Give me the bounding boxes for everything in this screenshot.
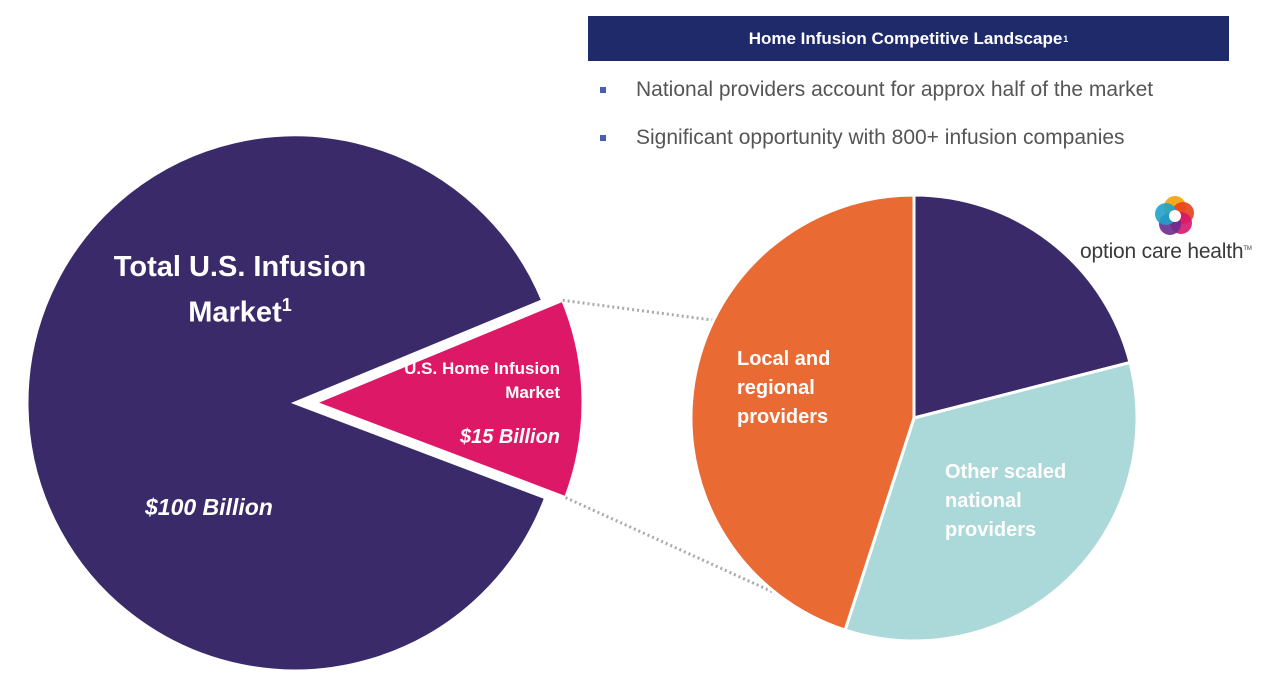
home-infusion-slice: [310, 298, 585, 500]
landscape-header: Home Infusion Competitive Landscape 1: [588, 16, 1229, 61]
local-regional-slice: [689, 193, 916, 632]
option-care-flower-icon: [1155, 196, 1194, 235]
connector-top-line: [562, 298, 714, 322]
competitive-landscape-pie: [689, 193, 1139, 643]
landscape-bullet-list: National providers account for approx ha…: [600, 66, 1153, 162]
bullet-item: Significant opportunity with 800+ infusi…: [600, 114, 1153, 162]
total-market-slice: [25, 133, 548, 673]
total-market-pie: [25, 133, 585, 673]
square-bullet-icon: [600, 135, 606, 141]
connector-bottom-line: [564, 496, 778, 596]
bullet-item: National providers account for approx ha…: [600, 66, 1153, 114]
logo-text: option care health: [1080, 240, 1244, 263]
option-care-health-logo: option care healthTM: [1080, 192, 1270, 272]
total-market-label: Total U.S. Infusion Market1: [60, 248, 420, 332]
pie-connector-lines: [562, 298, 778, 596]
home-infusion-value: $15 Billion: [459, 426, 560, 448]
other-national-label: Other scaled national providers: [945, 461, 1067, 541]
local-regional-label: Local and regional providers: [737, 348, 831, 428]
total-market-footnote: 1: [281, 295, 292, 315]
option-care-slice: [912, 193, 1132, 420]
square-bullet-icon: [600, 87, 606, 93]
home-infusion-label: U.S. Home Infusion Market: [404, 359, 560, 402]
bullet-text: Significant opportunity with 800+ infusi…: [636, 126, 1125, 149]
landscape-header-footnote: 1: [1063, 33, 1069, 44]
bullet-text: National providers account for approx ha…: [636, 78, 1154, 101]
total-market-label-text: Total U.S. Infusion Market: [113, 251, 367, 329]
logo-wordmark: option care healthTM: [1080, 240, 1270, 264]
total-market-value: $100 Billion: [145, 494, 273, 520]
other-national-slice: [843, 360, 1139, 643]
logo-tm: TM: [1243, 246, 1252, 252]
landscape-header-title: Home Infusion Competitive Landscape: [748, 28, 1063, 48]
